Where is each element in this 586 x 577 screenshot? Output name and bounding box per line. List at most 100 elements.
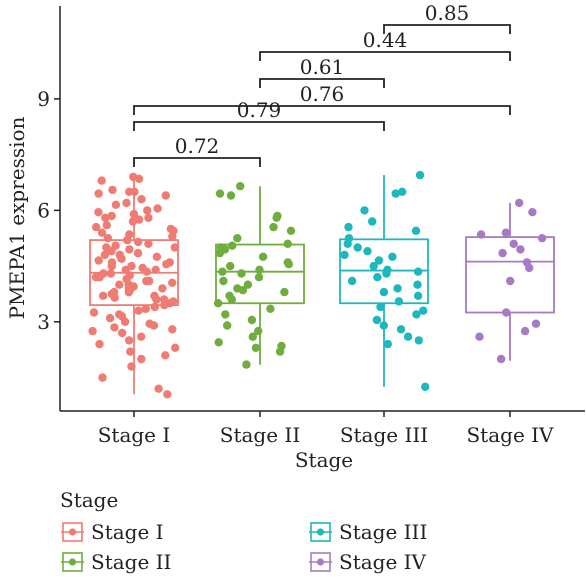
data-point [170, 243, 179, 252]
legend-key-point [68, 528, 77, 536]
data-point [269, 222, 278, 232]
data-point [94, 208, 103, 217]
comparison-bracket [133, 105, 511, 115]
data-point [123, 235, 132, 245]
data-point [92, 222, 101, 232]
legend-key-point [316, 528, 325, 536]
data-point [117, 254, 126, 263]
data-point [373, 273, 382, 282]
data-point [102, 221, 112, 230]
y-tick-label: 6 [37, 198, 50, 222]
data-point [110, 323, 119, 332]
legend-item-label: Stage I [91, 520, 164, 544]
data-point [158, 284, 167, 293]
data-point [414, 336, 423, 345]
data-point [419, 306, 428, 315]
data-point [133, 248, 143, 258]
data-point [255, 265, 264, 274]
data-point [393, 284, 402, 293]
data-point [126, 347, 135, 356]
data-point [242, 360, 251, 369]
data-point [214, 338, 223, 347]
data-point [347, 276, 357, 286]
data-point [161, 351, 170, 360]
comparison-pvalue: 0.44 [363, 28, 408, 52]
data-point [254, 326, 263, 336]
data-point [243, 280, 253, 289]
data-point [168, 278, 177, 287]
legend-key-box [310, 522, 331, 542]
data-point [413, 267, 423, 276]
data-point [228, 241, 237, 250]
data-point [91, 273, 101, 282]
legend-key-point [316, 558, 325, 566]
data-point [107, 211, 116, 221]
legend-item: Stage IV [309, 550, 427, 574]
legend-item: Stage III [309, 520, 427, 544]
data-point [101, 213, 110, 222]
data-point [516, 245, 525, 254]
data-point [340, 250, 349, 260]
data-point [396, 325, 406, 334]
data-point [94, 256, 103, 265]
data-point [501, 228, 511, 237]
data-point [144, 239, 153, 248]
x-tick-label: Stage IV [466, 423, 554, 447]
legend-title: Stage [60, 488, 118, 512]
data-point [360, 206, 369, 215]
data-point [98, 373, 107, 382]
data-point [127, 362, 136, 371]
comparison-bracket [383, 24, 511, 34]
data-point [383, 339, 392, 349]
data-point [343, 239, 352, 248]
data-point [171, 343, 180, 352]
data-point [284, 260, 293, 269]
data-point [376, 302, 385, 312]
data-point [388, 252, 397, 261]
comparison-pvalue: 0.76 [300, 82, 345, 106]
data-point [475, 332, 484, 341]
x-axis-label: Stage [295, 448, 353, 472]
data-point [515, 198, 524, 208]
data-point [233, 234, 242, 243]
data-point [95, 339, 104, 349]
data-point [403, 332, 413, 341]
data-point [161, 191, 170, 200]
comparison-pvalue: 0.79 [237, 98, 282, 122]
data-point [107, 261, 117, 271]
data-point [219, 276, 228, 286]
data-point [152, 252, 162, 261]
data-point [108, 185, 117, 195]
data-point [125, 245, 134, 254]
data-point [149, 321, 159, 330]
data-point [168, 325, 177, 334]
data-point [421, 382, 430, 391]
data-point [391, 189, 400, 198]
data-point [115, 280, 124, 289]
data-point [283, 239, 292, 248]
comparison-bracket [259, 78, 385, 88]
data-point [369, 261, 378, 271]
data-point [415, 170, 425, 180]
data-point [374, 256, 384, 265]
data-point [137, 332, 146, 341]
data-point [130, 187, 139, 196]
y-tick-label: 3 [37, 310, 50, 334]
data-point [286, 226, 296, 235]
data-point [236, 182, 245, 191]
data-point [363, 247, 372, 256]
data-point [498, 248, 507, 258]
data-point [100, 250, 110, 260]
data-point [272, 213, 281, 222]
data-point [221, 310, 230, 319]
data-point [379, 321, 388, 330]
data-point [160, 300, 169, 310]
data-point [496, 354, 506, 364]
data-point [223, 321, 232, 330]
data-point [137, 354, 146, 364]
data-point [163, 390, 172, 399]
y-axis-label: PMEPA1 expression [5, 116, 29, 319]
data-point [226, 191, 236, 200]
